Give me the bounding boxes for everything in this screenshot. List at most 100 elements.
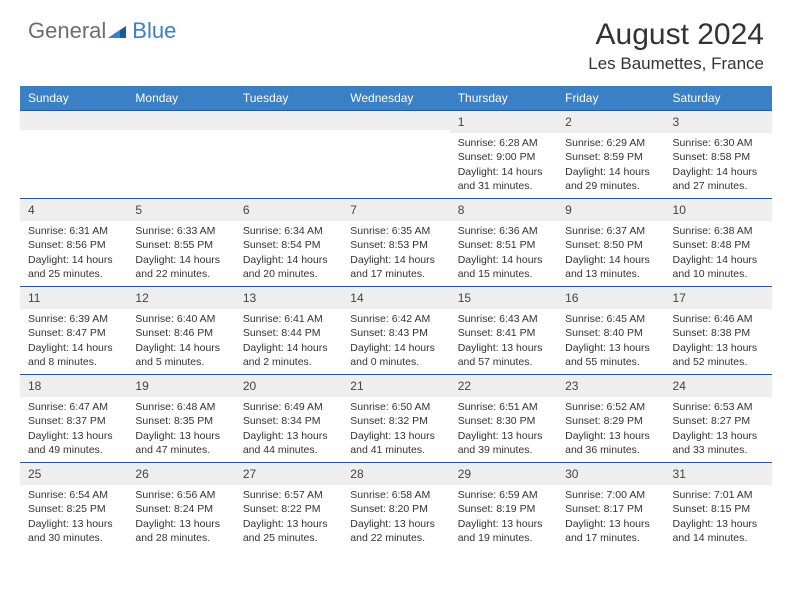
sunrise-line: Sunrise: 6:45 AM <box>565 312 656 326</box>
sunrise-line: Sunrise: 6:35 AM <box>350 224 441 238</box>
daylight-line-1: Daylight: 14 hours <box>243 341 334 355</box>
daylight-line-1: Daylight: 13 hours <box>673 517 764 531</box>
day-number: 10 <box>665 198 772 221</box>
day-number: 13 <box>235 286 342 309</box>
daylight-line-1: Daylight: 13 hours <box>28 429 119 443</box>
page-title: August 2024 <box>588 18 764 52</box>
day-content: Sunrise: 6:33 AMSunset: 8:55 PMDaylight:… <box>127 221 234 285</box>
daylight-line-1: Daylight: 13 hours <box>458 341 549 355</box>
sunset-line: Sunset: 8:53 PM <box>350 238 441 252</box>
sunrise-line: Sunrise: 6:51 AM <box>458 400 549 414</box>
sunrise-line: Sunrise: 6:42 AM <box>350 312 441 326</box>
calendar-cell: 3Sunrise: 6:30 AMSunset: 8:58 PMDaylight… <box>665 110 772 198</box>
daylight-line-2: and 17 minutes. <box>565 531 656 545</box>
daylight-line-1: Daylight: 14 hours <box>243 253 334 267</box>
daylight-line-1: Daylight: 13 hours <box>350 429 441 443</box>
calendar-cell: 25Sunrise: 6:54 AMSunset: 8:25 PMDayligh… <box>20 462 127 550</box>
daylight-line-2: and 20 minutes. <box>243 267 334 281</box>
daylight-line-1: Daylight: 14 hours <box>565 253 656 267</box>
daylight-line-1: Daylight: 13 hours <box>243 517 334 531</box>
calendar-cell: 5Sunrise: 6:33 AMSunset: 8:55 PMDaylight… <box>127 198 234 286</box>
sunrise-line: Sunrise: 6:59 AM <box>458 488 549 502</box>
daylight-line-2: and 55 minutes. <box>565 355 656 369</box>
day-content: Sunrise: 6:45 AMSunset: 8:40 PMDaylight:… <box>557 309 664 373</box>
sunset-line: Sunset: 8:40 PM <box>565 326 656 340</box>
title-block: August 2024 Les Baumettes, France <box>588 18 764 74</box>
calendar-cell: 7Sunrise: 6:35 AMSunset: 8:53 PMDaylight… <box>342 198 449 286</box>
calendar-cell: 6 Sunrise: 6:34 AMSunset: 8:54 PMDaylight… <box>235 198 342 286</box>
daylight-line-2: and 15 minutes. <box>458 267 549 281</box>
calendar-cell: 19Sunrise: 6:48 AMSunset: 8:35 PMDayligh… <box>127 374 234 462</box>
daylight-line-1: Daylight: 13 hours <box>28 517 119 531</box>
calendar-cell <box>20 110 127 198</box>
table-row: 11Sunrise: 6:39 AMSunset: 8:47 PMDayligh… <box>20 286 772 374</box>
calendar-cell <box>342 110 449 198</box>
sunrise-line: Sunrise: 6:33 AM <box>135 224 226 238</box>
day-number: 29 <box>450 462 557 485</box>
day-content: Sunrise: 6:39 AMSunset: 8:47 PMDaylight:… <box>20 309 127 373</box>
daylight-line-2: and 19 minutes. <box>458 531 549 545</box>
sunset-line: Sunset: 8:34 PM <box>243 414 334 428</box>
sunset-line: Sunset: 8:19 PM <box>458 502 549 516</box>
sunset-line: Sunset: 8:54 PM <box>243 238 334 252</box>
table-row: 18Sunrise: 6:47 AMSunset: 8:37 PMDayligh… <box>20 374 772 462</box>
daylight-line-2: and 22 minutes. <box>135 267 226 281</box>
day-content: Sunrise: 6:35 AMSunset: 8:53 PMDaylight:… <box>342 221 449 285</box>
sunrise-line: Sunrise: 6:37 AM <box>565 224 656 238</box>
daylight-line-1: Daylight: 13 hours <box>135 517 226 531</box>
sunrise-line: Sunrise: 6:40 AM <box>135 312 226 326</box>
daylight-line-2: and 29 minutes. <box>565 179 656 193</box>
sunset-line: Sunset: 8:58 PM <box>673 150 764 164</box>
sunset-line: Sunset: 8:24 PM <box>135 502 226 516</box>
day-number: 27 <box>235 462 342 485</box>
day-content: Sunrise: 6:57 AMSunset: 8:22 PMDaylight:… <box>235 485 342 549</box>
day-content: Sunrise: 6:54 AMSunset: 8:25 PMDaylight:… <box>20 485 127 549</box>
logo-text-blue: Blue <box>132 18 176 44</box>
sunset-line: Sunset: 8:43 PM <box>350 326 441 340</box>
day-number: 12 <box>127 286 234 309</box>
sunrise-line: Sunrise: 6:50 AM <box>350 400 441 414</box>
daylight-line-1: Daylight: 14 hours <box>350 253 441 267</box>
day-number: 17 <box>665 286 772 309</box>
day-content: Sunrise: 6:53 AMSunset: 8:27 PMDaylight:… <box>665 397 772 461</box>
daylight-line-1: Daylight: 13 hours <box>565 517 656 531</box>
day-number: 18 <box>20 374 127 397</box>
daylight-line-2: and 17 minutes. <box>350 267 441 281</box>
daylight-line-2: and 2 minutes. <box>243 355 334 369</box>
calendar-cell: 9Sunrise: 6:37 AMSunset: 8:50 PMDaylight… <box>557 198 664 286</box>
sunrise-line: Sunrise: 6:43 AM <box>458 312 549 326</box>
day-content: Sunrise: 6:28 AMSunset: 9:00 PMDaylight:… <box>450 133 557 197</box>
daylight-line-1: Daylight: 13 hours <box>243 429 334 443</box>
sunset-line: Sunset: 8:37 PM <box>28 414 119 428</box>
daylight-line-2: and 22 minutes. <box>350 531 441 545</box>
sunset-line: Sunset: 8:25 PM <box>28 502 119 516</box>
day-content: Sunrise: 6:58 AMSunset: 8:20 PMDaylight:… <box>342 485 449 549</box>
sunset-line: Sunset: 8:44 PM <box>243 326 334 340</box>
day-content: Sunrise: 6:36 AMSunset: 8:51 PMDaylight:… <box>450 221 557 285</box>
daylight-line-2: and 57 minutes. <box>458 355 549 369</box>
daylight-line-1: Daylight: 14 hours <box>135 253 226 267</box>
weekday-header: Monday <box>127 86 234 110</box>
sunrise-line: Sunrise: 6:52 AM <box>565 400 656 414</box>
day-number: 6 <box>235 198 342 221</box>
calendar-cell: 24Sunrise: 6:53 AMSunset: 8:27 PMDayligh… <box>665 374 772 462</box>
blank-day <box>127 110 234 130</box>
daylight-line-2: and 13 minutes. <box>565 267 656 281</box>
weekday-header: Saturday <box>665 86 772 110</box>
sunrise-line: Sunrise: 6:30 AM <box>673 136 764 150</box>
daylight-line-2: and 10 minutes. <box>673 267 764 281</box>
calendar-body: 1Sunrise: 6:28 AMSunset: 9:00 PMDaylight… <box>20 110 772 550</box>
calendar-cell <box>235 110 342 198</box>
day-content: Sunrise: 6:43 AMSunset: 8:41 PMDaylight:… <box>450 309 557 373</box>
sunrise-line: Sunrise: 6:34 AM <box>243 224 334 238</box>
day-content: Sunrise: 6:29 AMSunset: 8:59 PMDaylight:… <box>557 133 664 197</box>
weekday-header: Tuesday <box>235 86 342 110</box>
sunset-line: Sunset: 8:47 PM <box>28 326 119 340</box>
blank-day <box>20 110 127 130</box>
day-number: 3 <box>665 110 772 133</box>
weekday-header: Wednesday <box>342 86 449 110</box>
calendar-cell: 15Sunrise: 6:43 AMSunset: 8:41 PMDayligh… <box>450 286 557 374</box>
day-number: 28 <box>342 462 449 485</box>
daylight-line-1: Daylight: 13 hours <box>135 429 226 443</box>
day-content: Sunrise: 6:50 AMSunset: 8:32 PMDaylight:… <box>342 397 449 461</box>
